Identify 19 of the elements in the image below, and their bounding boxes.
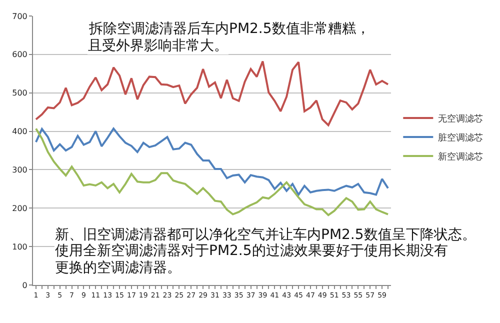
y-tick-label: 200 bbox=[12, 204, 28, 213]
y-tick-label: 100 bbox=[12, 242, 28, 252]
annotation: 新、旧空调滤清器都可以净化空气并让车内PM2.5数值呈下降状态。 bbox=[55, 227, 476, 243]
annotation: 且受外界影响非常大。 bbox=[88, 38, 228, 54]
legend-label: 无空调滤芯 bbox=[438, 114, 484, 125]
y-tick-label: 600 bbox=[12, 50, 28, 60]
legend-label: 脏空调滤芯 bbox=[438, 132, 484, 144]
line-series bbox=[34, 128, 390, 196]
legend-label: 新空调滤芯 bbox=[438, 152, 484, 163]
annotation: 使用全新空调滤清器对于PM2.5的过滤效果要好于使用长期没有 bbox=[55, 243, 448, 259]
annotation: 拆除空调滤清器后车内PM2.5数值非常糟糕， bbox=[88, 21, 370, 37]
y-tick-label: 500 bbox=[12, 88, 28, 98]
y-tick-label: 700 bbox=[12, 12, 28, 21]
y-tick-label: 0 bbox=[22, 280, 28, 290]
annotation: 更换的空调滤清器。 bbox=[55, 260, 181, 276]
y-tick-label: 400 bbox=[12, 127, 28, 136]
y-tick-label: 300 bbox=[12, 166, 28, 175]
line-series bbox=[34, 60, 390, 126]
line-series bbox=[34, 128, 390, 216]
